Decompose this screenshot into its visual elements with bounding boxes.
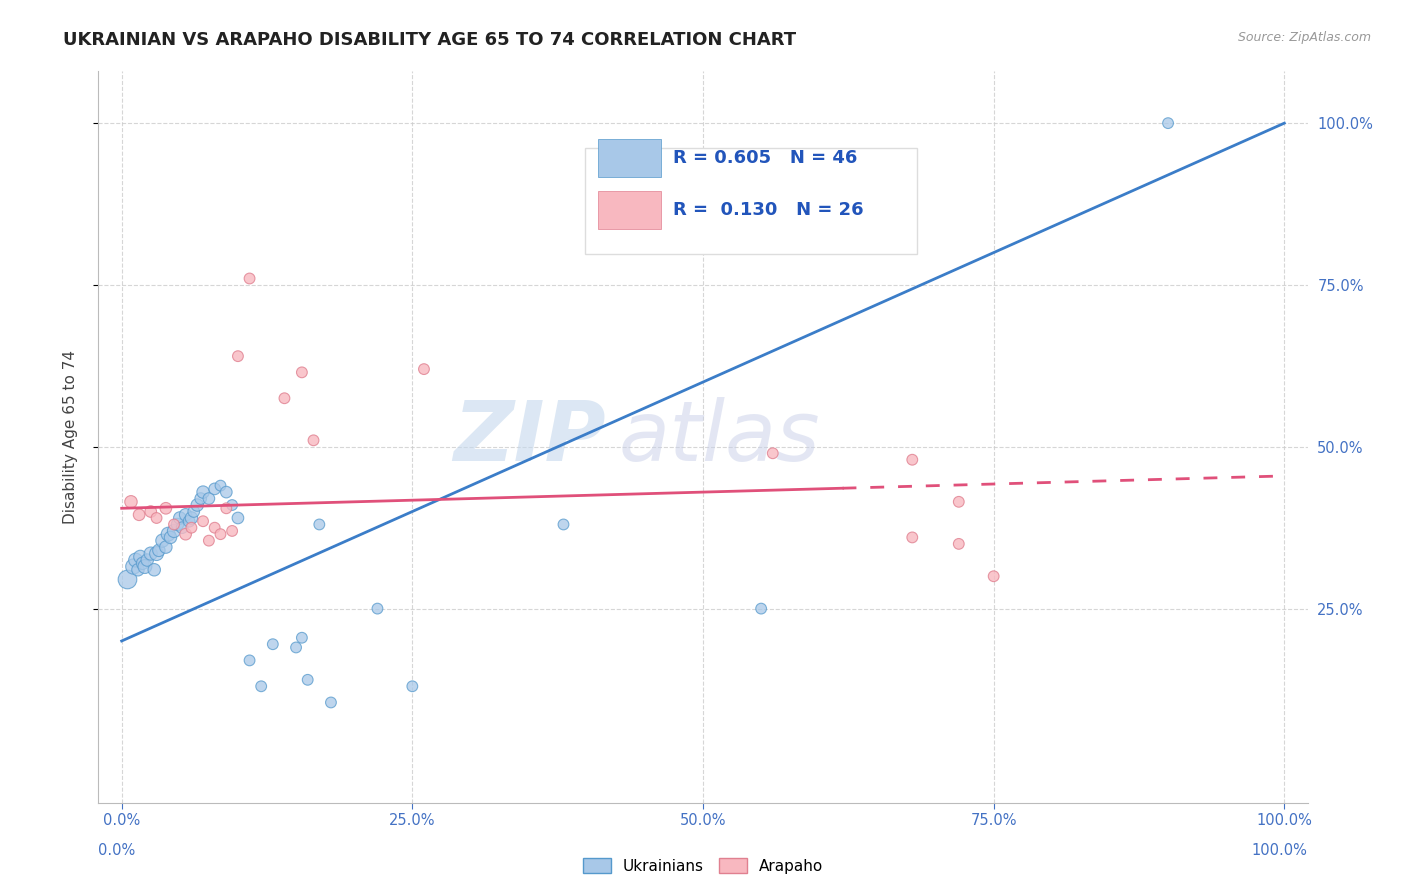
Point (155, 540, 177, 554)
Point (198, 491, 221, 506)
Point (901, 452, 924, 467)
Point (308, 517, 330, 532)
Point (204, 482, 226, 496)
Point (209, 527, 232, 541)
Point (148, 543, 170, 558)
Point (273, 391, 295, 405)
Point (117, 573, 139, 587)
Point (150, 533, 173, 548)
Point (762, 446, 785, 460)
Text: 100.0%: 100.0% (1251, 843, 1308, 858)
Point (124, 553, 146, 567)
Point (145, 511, 167, 525)
Text: atlas: atlas (619, 397, 820, 477)
Point (180, 511, 202, 525)
Point (204, 521, 226, 535)
Point (145, 547, 167, 561)
Point (179, 514, 201, 528)
Point (127, 563, 149, 577)
Point (262, 637, 284, 651)
FancyBboxPatch shape (598, 139, 661, 178)
Point (174, 527, 197, 541)
Point (239, 271, 262, 285)
Legend: Ukrainians, Arapaho: Ukrainians, Arapaho (576, 852, 830, 880)
Y-axis label: Disability Age 65 to 74: Disability Age 65 to 74 (63, 350, 77, 524)
Point (131, 557, 153, 571)
Point (129, 549, 152, 564)
Point (191, 485, 214, 500)
Point (157, 527, 180, 541)
Point (191, 514, 214, 528)
Point (155, 501, 177, 516)
Point (209, 478, 232, 492)
Point (163, 517, 186, 532)
Point (134, 559, 156, 574)
Point (291, 365, 314, 379)
Point (143, 563, 166, 577)
Point (239, 653, 262, 667)
Point (291, 631, 314, 645)
Point (139, 504, 162, 518)
Point (749, 601, 772, 615)
Point (226, 349, 249, 363)
Point (366, 601, 388, 615)
FancyBboxPatch shape (598, 191, 661, 228)
Point (226, 511, 249, 525)
Point (139, 547, 162, 561)
Point (172, 521, 194, 535)
Text: 0.0%: 0.0% (98, 843, 135, 858)
Point (215, 485, 238, 500)
Point (120, 495, 142, 509)
Point (948, 537, 970, 551)
Point (136, 553, 159, 567)
Point (553, 517, 575, 532)
Text: R = 0.605   N = 46: R = 0.605 N = 46 (672, 149, 858, 168)
Point (174, 508, 197, 522)
Point (250, 679, 273, 693)
Point (190, 491, 212, 506)
Point (198, 533, 221, 548)
Point (183, 504, 205, 518)
Point (901, 530, 924, 544)
Point (413, 362, 436, 376)
Point (163, 524, 186, 538)
Point (297, 673, 319, 687)
Point (169, 511, 191, 525)
Point (319, 696, 342, 710)
Text: Source: ZipAtlas.com: Source: ZipAtlas.com (1237, 31, 1371, 45)
Point (285, 640, 308, 655)
Point (221, 498, 243, 512)
Point (1157, 116, 1180, 130)
Point (983, 569, 1005, 583)
Text: R =  0.130   N = 26: R = 0.130 N = 26 (672, 201, 863, 219)
FancyBboxPatch shape (585, 148, 917, 254)
Point (948, 495, 970, 509)
Point (180, 521, 202, 535)
Point (159, 530, 181, 544)
Point (215, 501, 238, 516)
Text: UKRAINIAN VS ARAPAHO DISABILITY AGE 65 TO 74 CORRELATION CHART: UKRAINIAN VS ARAPAHO DISABILITY AGE 65 T… (63, 31, 796, 49)
Text: ZIP: ZIP (454, 397, 606, 477)
Point (122, 559, 145, 574)
Point (128, 508, 150, 522)
Point (401, 679, 423, 693)
Point (166, 517, 188, 532)
Point (302, 434, 325, 448)
Point (186, 498, 208, 512)
Point (221, 524, 243, 538)
